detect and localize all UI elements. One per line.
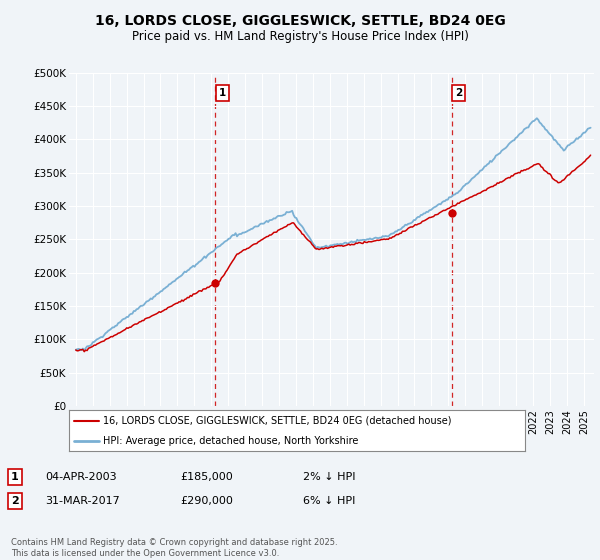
Text: 04-APR-2003: 04-APR-2003 — [45, 472, 116, 482]
Text: 1: 1 — [219, 88, 226, 98]
Text: £290,000: £290,000 — [180, 496, 233, 506]
Text: 16, LORDS CLOSE, GIGGLESWICK, SETTLE, BD24 0EG: 16, LORDS CLOSE, GIGGLESWICK, SETTLE, BD… — [95, 14, 505, 28]
Text: 6% ↓ HPI: 6% ↓ HPI — [303, 496, 355, 506]
Text: Contains HM Land Registry data © Crown copyright and database right 2025.
This d: Contains HM Land Registry data © Crown c… — [11, 538, 337, 558]
Text: 2: 2 — [455, 88, 463, 98]
Text: Price paid vs. HM Land Registry's House Price Index (HPI): Price paid vs. HM Land Registry's House … — [131, 30, 469, 43]
Text: £185,000: £185,000 — [180, 472, 233, 482]
Text: 31-MAR-2017: 31-MAR-2017 — [45, 496, 120, 506]
Text: 2% ↓ HPI: 2% ↓ HPI — [303, 472, 355, 482]
Text: 2: 2 — [11, 496, 19, 506]
Text: 16, LORDS CLOSE, GIGGLESWICK, SETTLE, BD24 0EG (detached house): 16, LORDS CLOSE, GIGGLESWICK, SETTLE, BD… — [103, 416, 452, 426]
Text: 1: 1 — [11, 472, 19, 482]
Text: HPI: Average price, detached house, North Yorkshire: HPI: Average price, detached house, Nort… — [103, 436, 359, 446]
